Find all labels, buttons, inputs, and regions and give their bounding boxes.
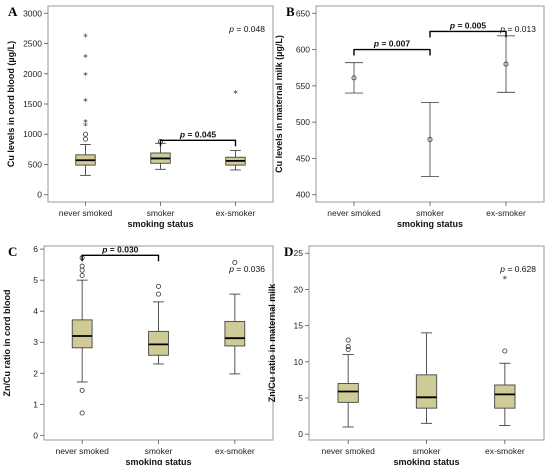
x-tick-label: ex-smoker bbox=[216, 208, 256, 218]
mean-point bbox=[503, 61, 509, 67]
comparison-bracket bbox=[81, 254, 160, 262]
y-axis-title: Cu levels in maternal milk (µg/L) bbox=[274, 35, 284, 173]
panel-letter: C bbox=[8, 244, 17, 259]
extreme-outlier: * bbox=[83, 72, 88, 82]
y-tick-label: 1000 bbox=[23, 129, 42, 139]
panel-c: C 0 1 2 3 4 5 6 never smoked smoker ex-smoker smoki… bbox=[2, 244, 274, 465]
extreme-outlier: * bbox=[83, 33, 88, 43]
box bbox=[494, 384, 516, 409]
x-tick-label: ex-smoker bbox=[485, 446, 525, 456]
outlier bbox=[83, 136, 89, 142]
outlier bbox=[345, 347, 351, 353]
overall-p-value: p = 0.013 bbox=[499, 24, 536, 34]
mean-point bbox=[427, 137, 433, 143]
mean-point bbox=[351, 75, 357, 81]
y-tick-label: 5 bbox=[33, 275, 38, 285]
overall-p-value: p = 0.036 bbox=[228, 264, 265, 274]
panel-letter: A bbox=[8, 4, 18, 19]
outlier bbox=[232, 259, 238, 265]
comparison-p-value: p = 0.045 bbox=[179, 129, 216, 139]
comparison-p-value: p = 0.030 bbox=[101, 244, 138, 254]
plot-area bbox=[47, 5, 274, 203]
outlier bbox=[345, 337, 351, 343]
x-tick-label: never smoked bbox=[55, 446, 109, 456]
y-tick-label: 2 bbox=[33, 368, 38, 378]
panel-letter: B bbox=[286, 4, 295, 19]
outlier bbox=[79, 387, 85, 393]
box bbox=[71, 319, 93, 349]
y-tick-label: 0 bbox=[298, 429, 303, 439]
y-tick-label: 400 bbox=[296, 190, 310, 200]
x-tick-label: never smoked bbox=[59, 208, 113, 218]
y-tick-label: 0 bbox=[37, 190, 42, 200]
y-tick-label: 25 bbox=[294, 248, 304, 258]
x-axis-title: smoking status bbox=[127, 219, 193, 229]
y-tick-label: 6 bbox=[33, 244, 38, 254]
comparison-bracket bbox=[429, 30, 507, 38]
panel-letter: D bbox=[284, 244, 293, 259]
extreme-outlier: * bbox=[83, 122, 88, 132]
extreme-outlier: * bbox=[83, 119, 88, 129]
panel-a: A 0 500 1000 1500 2000 2500 3000 never smoked smo… bbox=[6, 4, 274, 229]
outlier bbox=[155, 283, 161, 289]
y-tick-label: 15 bbox=[294, 321, 304, 331]
extreme-outlier: * bbox=[233, 90, 238, 100]
y-tick-label: 600 bbox=[296, 45, 310, 55]
box bbox=[415, 374, 438, 409]
y-tick-label: 500 bbox=[296, 117, 310, 127]
x-tick-label: never smoked bbox=[327, 208, 381, 218]
x-axis-title: smoking status bbox=[397, 219, 463, 229]
y-tick-label: 0 bbox=[33, 430, 38, 440]
x-tick-label: smoker bbox=[147, 208, 175, 218]
x-tick-label: ex-smoker bbox=[215, 446, 255, 456]
box bbox=[224, 320, 246, 347]
extreme-outlier: * bbox=[83, 98, 88, 108]
y-tick-label: 10 bbox=[294, 357, 304, 367]
y-tick-label: 20 bbox=[294, 284, 304, 294]
x-tick-label: ex-smoker bbox=[486, 208, 526, 218]
outlier bbox=[79, 272, 85, 278]
y-tick-label: 550 bbox=[296, 81, 310, 91]
x-tick-label: smoker bbox=[413, 446, 441, 456]
overall-p-value: p = 0.048 bbox=[228, 24, 265, 34]
panel-d: D 0 5 10 15 20 25 never smoked smoker ex-smoker sm… bbox=[267, 244, 545, 465]
outlier bbox=[83, 131, 89, 137]
y-tick-label: 1500 bbox=[23, 99, 42, 109]
comparison-bracket bbox=[353, 48, 431, 56]
box bbox=[337, 383, 359, 403]
y-tick-label: 500 bbox=[28, 159, 42, 169]
comparison-p-value: p = 0.005 bbox=[449, 20, 486, 30]
outlier bbox=[345, 344, 351, 350]
y-tick-label: 2000 bbox=[23, 69, 42, 79]
box bbox=[148, 330, 169, 356]
y-tick-label: 3 bbox=[33, 337, 38, 347]
outlier bbox=[79, 263, 85, 269]
panel-b: B 400 450 500 550 600 650 never smoked smoker ex-… bbox=[274, 4, 545, 229]
comparison-p-value: p = 0.007 bbox=[373, 39, 410, 49]
outlier bbox=[155, 291, 161, 297]
x-axis-title: smoking status bbox=[125, 457, 191, 465]
y-tick-label: 3000 bbox=[23, 8, 42, 18]
x-tick-label: smoker bbox=[416, 208, 444, 218]
y-axis-title: Zn/Cu ratio in cord blood bbox=[2, 290, 12, 397]
y-tick-label: 5 bbox=[298, 393, 303, 403]
y-tick-label: 2500 bbox=[23, 39, 42, 49]
extreme-outlier: * bbox=[83, 53, 88, 63]
y-axis-title: Zn/Cu ratio in maternal milk bbox=[267, 283, 277, 403]
y-tick-label: 4 bbox=[33, 306, 38, 316]
y-tick-label: 1 bbox=[33, 399, 38, 409]
overall-p-value: p = 0.628 bbox=[499, 264, 536, 274]
y-tick-label: 450 bbox=[296, 153, 310, 163]
y-axis-title: Cu levels in cord blood (µg/L) bbox=[6, 41, 16, 167]
y-tick-label: 650 bbox=[296, 8, 310, 18]
x-tick-label: never smoked bbox=[321, 446, 375, 456]
extreme-outlier: * bbox=[503, 275, 508, 285]
outlier bbox=[79, 410, 85, 416]
x-tick-label: smoker bbox=[145, 446, 173, 456]
outlier bbox=[502, 348, 508, 354]
comparison-bracket bbox=[159, 139, 237, 147]
x-axis-title: smoking status bbox=[393, 457, 459, 465]
